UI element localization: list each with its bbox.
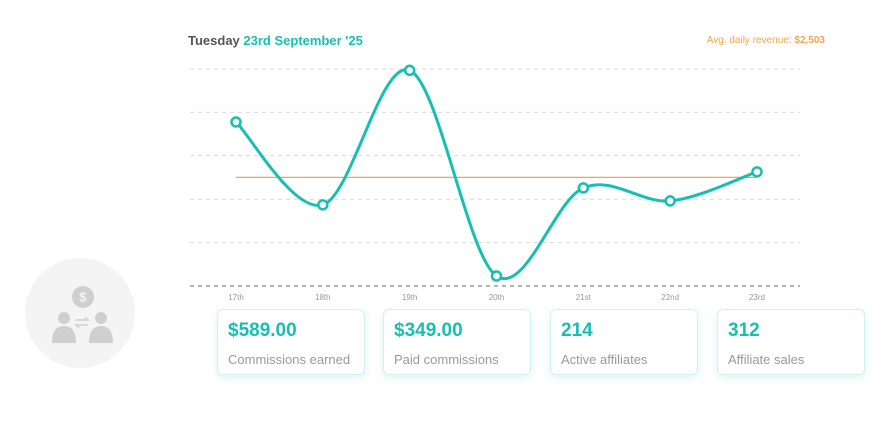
stat-label: Paid commissions <box>394 352 499 367</box>
line <box>234 68 758 281</box>
stat-label: Affiliate sales <box>728 352 805 367</box>
stat-card: 312 Affiliate sales <box>717 309 865 375</box>
point <box>317 199 329 211</box>
stat-value: 312 <box>728 320 760 341</box>
chart-title: Tuesday 23rd September '25 <box>188 33 363 48</box>
affiliate-icon: $ <box>52 286 113 343</box>
x-tick-label: 20th <box>489 293 505 302</box>
x-tick-label: 17th <box>228 293 244 302</box>
stat-card: $589.00 Commissions earned <box>217 309 365 375</box>
stat-label: Commissions earned <box>228 352 351 367</box>
stat-value: $349.00 <box>394 320 463 341</box>
stat-card: $349.00 Paid commissions <box>383 309 531 375</box>
point <box>664 195 676 207</box>
x-tick-label: 19th <box>402 293 418 302</box>
avg-value: $2,503 <box>794 35 825 46</box>
svg-text:$: $ <box>79 289 87 304</box>
title-day: Tuesday <box>188 33 241 48</box>
point <box>490 270 503 282</box>
point <box>751 166 763 178</box>
x-tick-label: 18th <box>315 293 331 302</box>
point <box>403 64 416 77</box>
title-date: 23rd September '25 <box>243 33 362 48</box>
x-tick-label: 23rd <box>749 293 765 302</box>
x-tick-label: 22nd <box>661 293 679 302</box>
point <box>577 182 590 194</box>
point <box>230 116 242 128</box>
x-tick-label: 21st <box>576 293 592 302</box>
stat-value: $589.00 <box>228 320 297 341</box>
avg-revenue: Avg. daily revenue: $2,503 <box>707 35 826 46</box>
stat-card: 214 Active affiliates <box>550 309 698 375</box>
avg-label: Avg. daily revenue: <box>707 35 792 46</box>
stat-label: Active affiliates <box>561 352 648 367</box>
icon-bg <box>25 258 135 368</box>
stat-value: 214 <box>561 320 593 341</box>
